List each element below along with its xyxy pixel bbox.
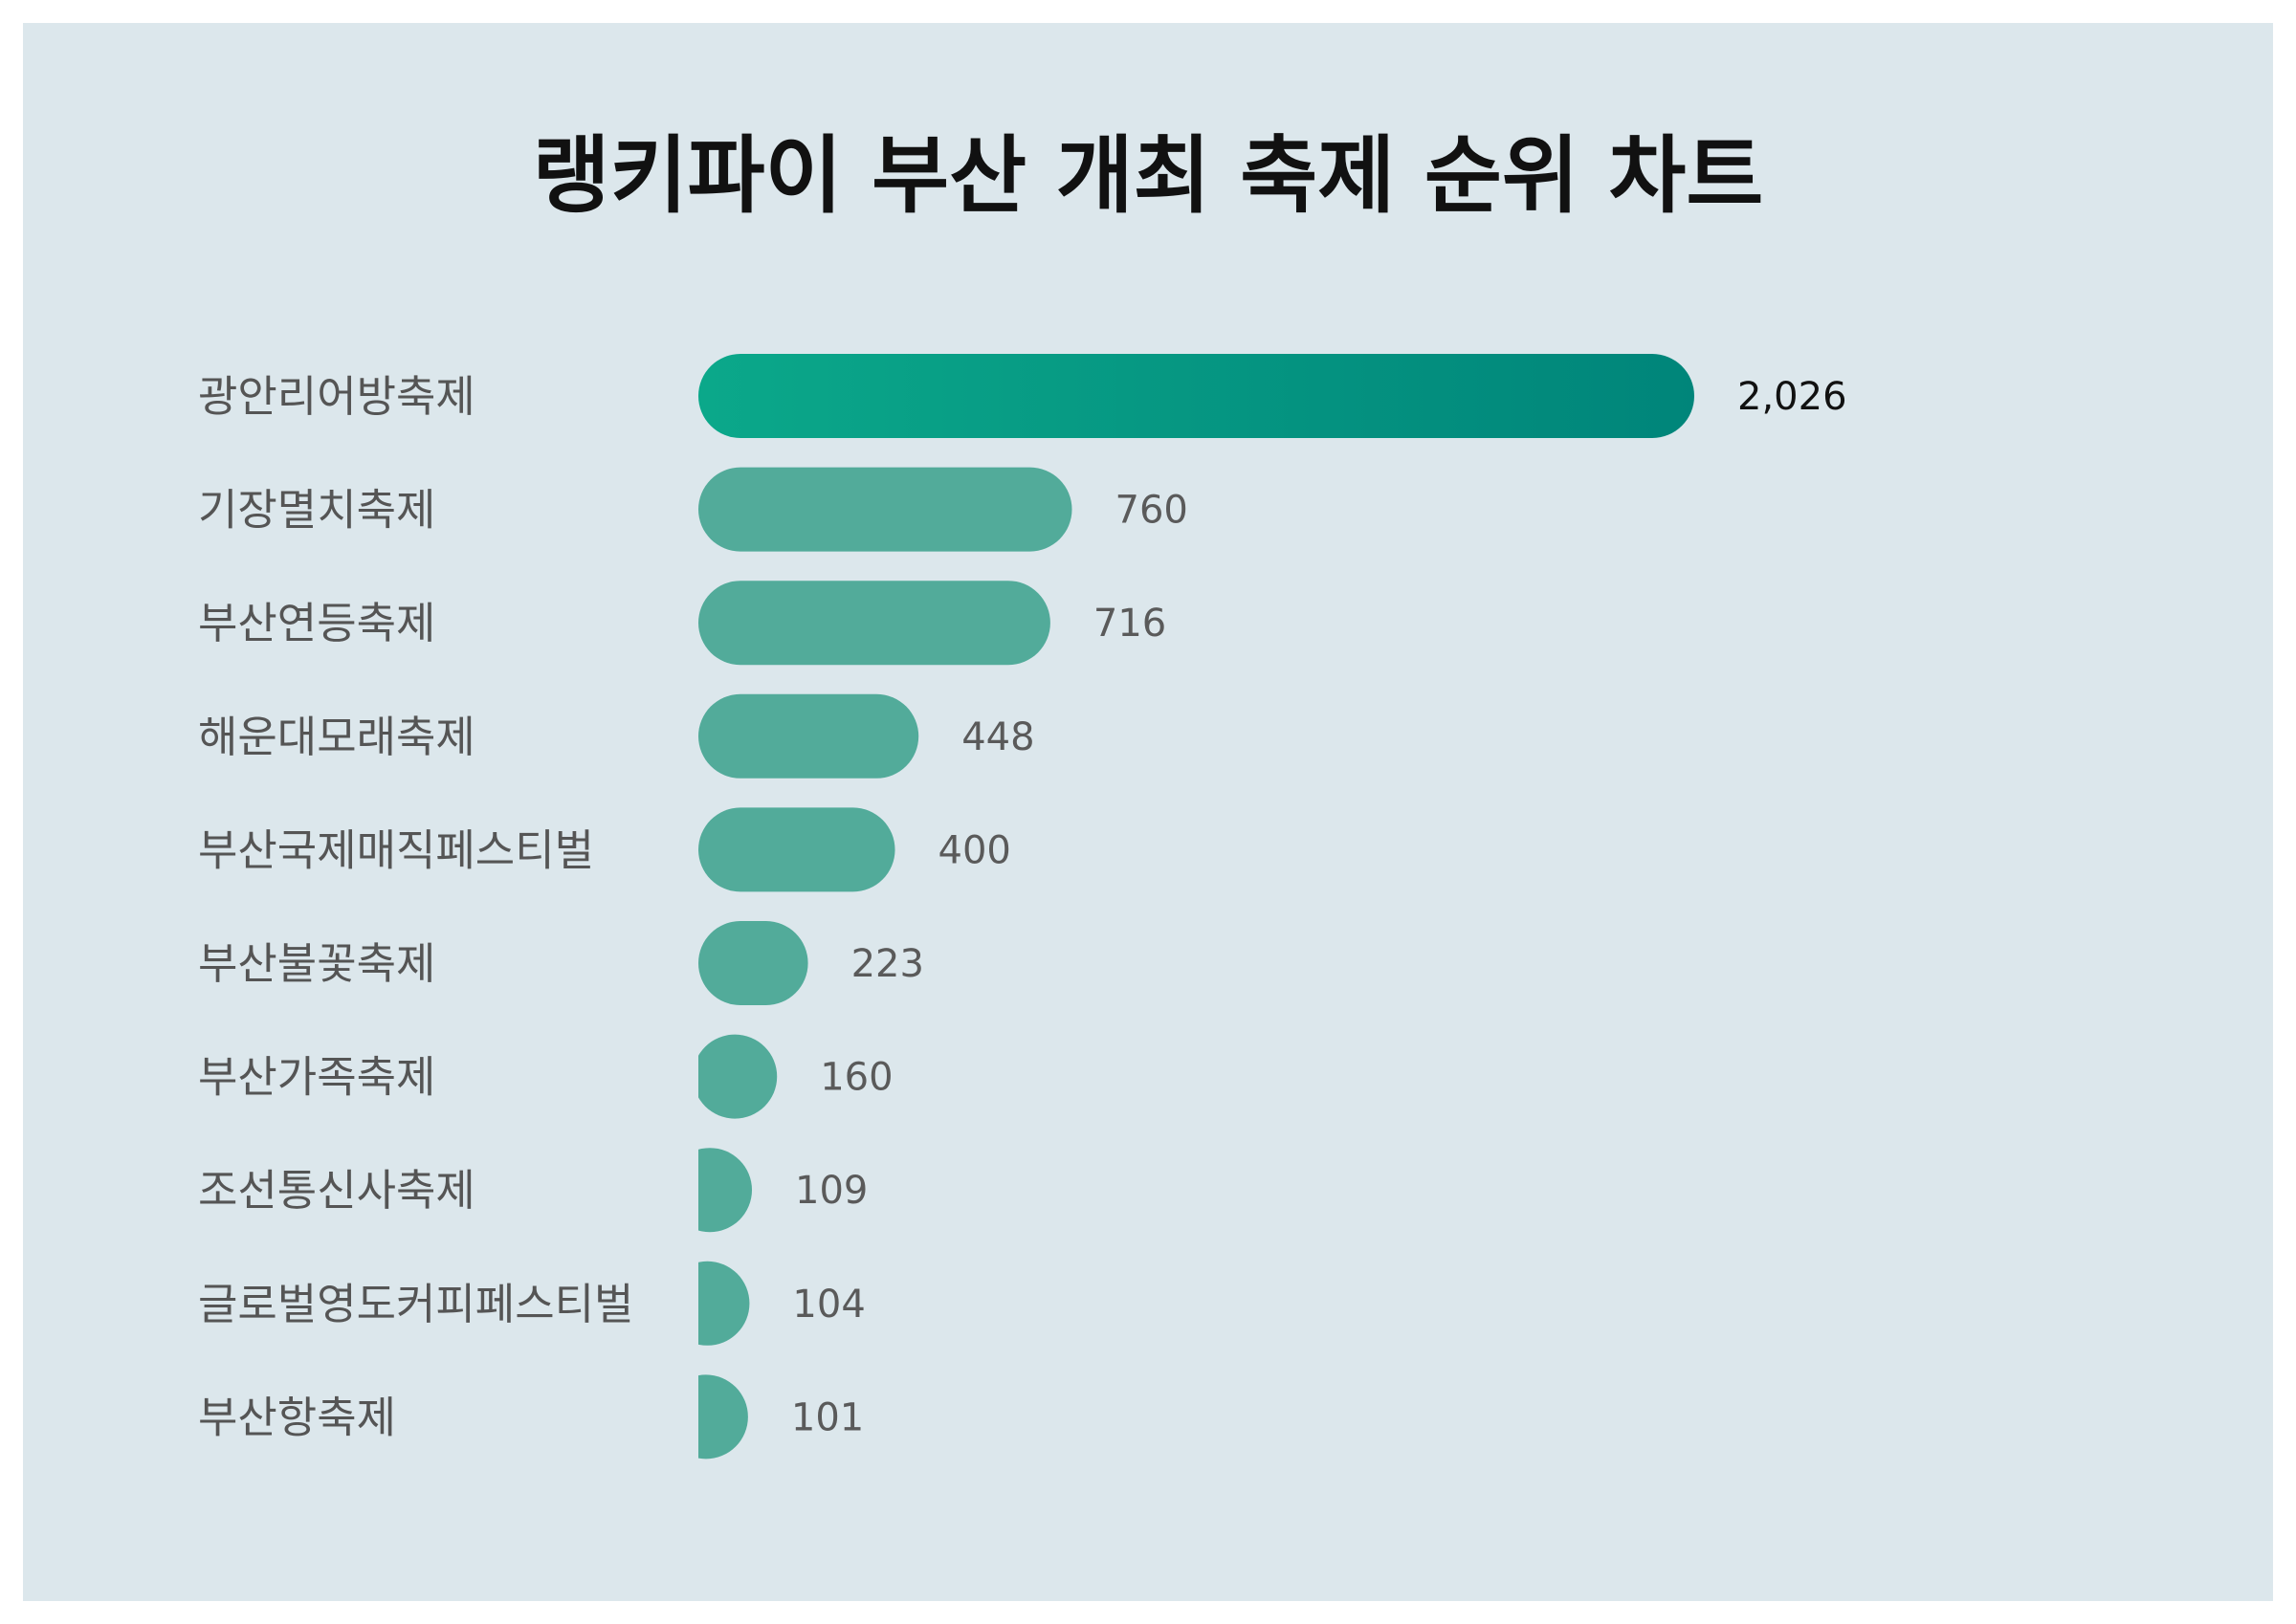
value-label: 760 [1115,489,1188,533]
value-label: 160 [820,1056,893,1100]
bars [698,354,1694,1459]
bar [698,1261,750,1346]
value-label: 104 [792,1283,865,1327]
bar [698,921,808,1005]
value-labels: 2,026 760 716 448 400 223 160 109 104 101 [791,375,1847,1439]
bar [698,1374,748,1459]
value-label: 223 [851,942,924,986]
value-label: 448 [961,715,1034,759]
value-label: 2,026 [1737,375,1847,419]
category-label: 부산불꽃축제 [198,938,435,989]
bar [698,807,895,892]
category-label: 기장멸치축제 [198,485,435,536]
value-label: 101 [791,1395,864,1439]
bar [698,1034,778,1119]
category-label: 글로벌영도커피페스티벌 [198,1279,633,1329]
chart-title: 랭키파이 부산 개최 축제 순위 차트 [532,126,1764,225]
bar [698,1148,752,1233]
value-label: 109 [795,1169,868,1213]
chart-panel [23,23,2273,1601]
value-label: 716 [1093,602,1166,646]
category-labels: 광안리어방축제기장멸치축제부산연등축제해운대모래축제부산국제매직페스티벌부산불꽃… [198,371,633,1442]
category-label: 해운대모래축제 [198,712,475,762]
bar [698,354,1694,438]
category-label: 부산항축제 [198,1392,396,1442]
category-label: 조선통신사축제 [198,1165,475,1216]
category-label: 광안리어방축제 [198,371,475,422]
category-label: 부산가족축제 [198,1052,435,1103]
category-label: 부산국제매직페스티벌 [198,824,594,875]
bar [698,467,1072,552]
bar [698,693,919,779]
bar [698,581,1050,666]
value-label: 400 [938,828,1011,872]
category-label: 부산연등축제 [198,598,435,648]
